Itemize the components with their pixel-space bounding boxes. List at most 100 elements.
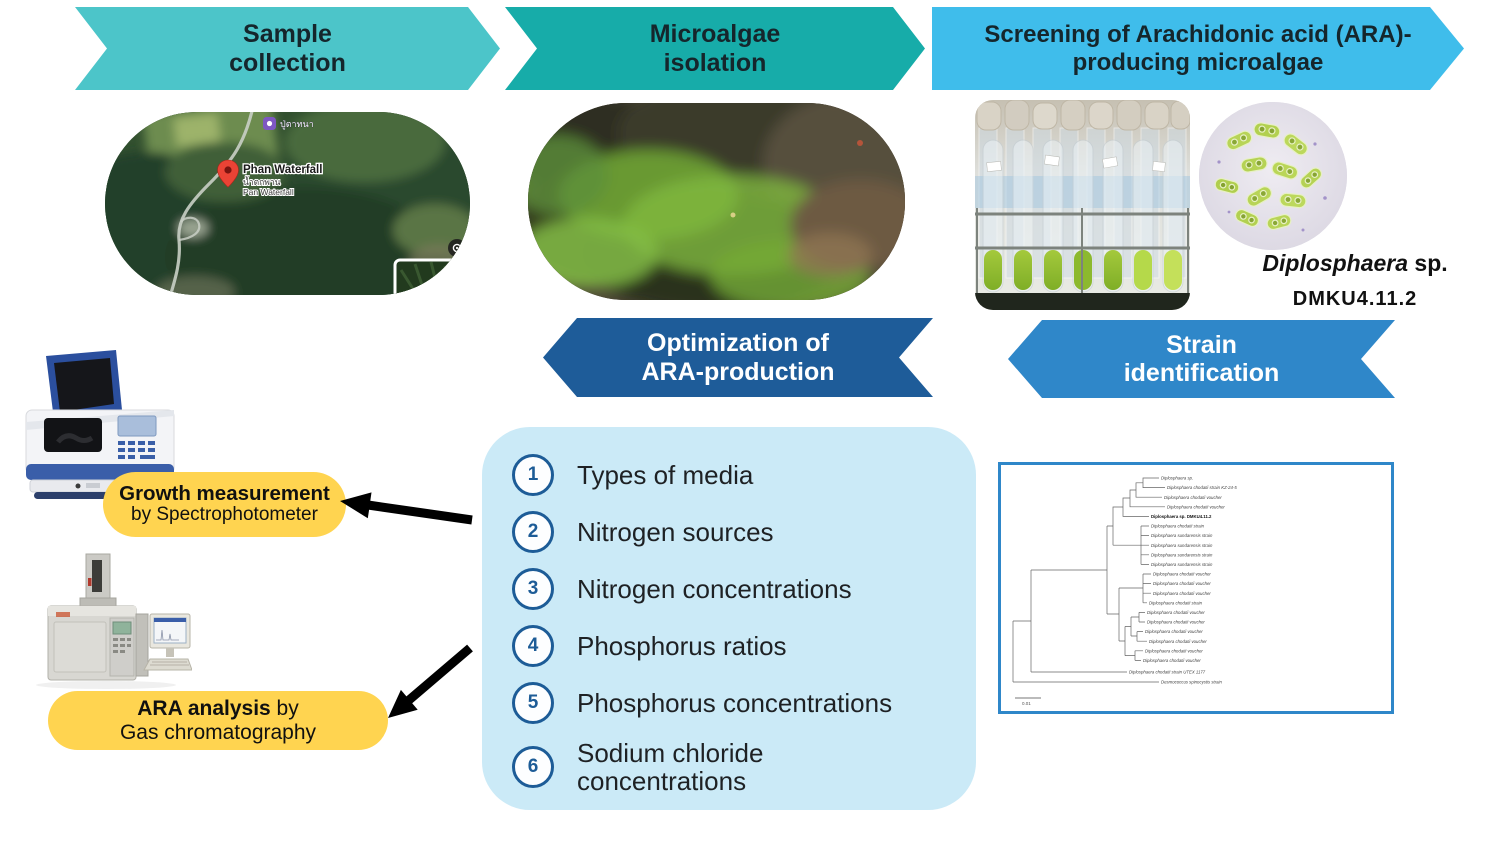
svg-text:Diplosphaera sundarensis strai: Diplosphaera sundarensis strain bbox=[1151, 562, 1213, 567]
explore-360-icon[interactable] bbox=[448, 239, 466, 257]
svg-text:Diplosphaera chodatii voucher: Diplosphaera chodatii voucher bbox=[1153, 591, 1211, 596]
tubes-illustration bbox=[975, 100, 1190, 310]
microscopy-photo bbox=[1199, 102, 1347, 250]
microscopy-illustration bbox=[1199, 102, 1347, 250]
strain-name: Diplosphaera sp. bbox=[1205, 250, 1500, 277]
banner-screening: Screening of Arachidonic acid (ARA)- pro… bbox=[932, 7, 1464, 90]
tree-scale-label: 0.01 bbox=[1022, 701, 1031, 706]
svg-text:Desmococcus spinocystis strain: Desmococcus spinocystis strain bbox=[1161, 680, 1223, 685]
step-label: Nitrogen concentrations bbox=[577, 573, 852, 604]
map-pin-icon[interactable] bbox=[217, 159, 239, 188]
ara-analysis-badge: ARA analysis by Gas chromatography bbox=[48, 691, 388, 750]
svg-text:Diplosphaera chodatii voucher: Diplosphaera chodatii voucher bbox=[1145, 629, 1203, 634]
street-view-thumbnail[interactable]: ⟲ bbox=[393, 258, 461, 295]
step-number-badge: 6 bbox=[512, 746, 554, 789]
svg-text:Diplosphaera chodatii strain U: Diplosphaera chodatii strain UTEX 1177 bbox=[1129, 670, 1206, 675]
debris-specks bbox=[1217, 142, 1327, 232]
gc-keyboard-keys bbox=[150, 661, 189, 666]
svg-text:Diplosphaera sundarensis strai: Diplosphaera sundarensis strain bbox=[1151, 552, 1213, 557]
step-number-badge: 5 bbox=[512, 682, 554, 724]
tree-branches bbox=[1012, 477, 1165, 683]
growth-measurement-title: Growth measurement bbox=[119, 481, 330, 505]
strain-code: DMKU4.11.2 bbox=[1292, 288, 1418, 310]
phylogenetic-tree-panel: Diplosphaera sp. Diplosphaera chodatii s… bbox=[998, 462, 1394, 714]
ara-analysis-method: Gas chromatography bbox=[119, 720, 317, 744]
forest-texture bbox=[105, 112, 470, 295]
step-label: Phosphorus concentrations bbox=[577, 687, 893, 718]
tube-labels bbox=[986, 154, 1166, 172]
svg-text:Diplosphaera chodatii strain K: Diplosphaera chodatii strain KZ-24-5 bbox=[1167, 485, 1237, 490]
svg-text:Diplosphaera chodatii voucher: Diplosphaera chodatii voucher bbox=[1167, 504, 1225, 509]
moss-sample-photo bbox=[528, 103, 905, 300]
list-item: 4 Phosphorus ratios bbox=[512, 625, 956, 667]
optimization-factors-panel: 1 Types of media 2 Nitrogen sources 3 Ni… bbox=[482, 427, 976, 810]
svg-text:Diplosphaera chodatii voucher: Diplosphaera chodatii voucher bbox=[1147, 620, 1205, 625]
list-item: 1 Types of media bbox=[512, 454, 956, 496]
banner-microalgae-isolation: Microalgae isolation bbox=[505, 7, 925, 90]
list-item: 3 Nitrogen concentrations bbox=[512, 568, 956, 610]
step-number-badge: 1 bbox=[512, 454, 554, 496]
list-item: 5 Phosphorus concentrations bbox=[512, 682, 956, 724]
algal-cells bbox=[1214, 122, 1323, 231]
svg-text:Diplosphaera chodatii voucher: Diplosphaera chodatii voucher bbox=[1145, 648, 1203, 653]
map-photo-sampling-site: ปู่ตาทนา Phan Waterfall น้ำตกพาน Pan Wat… bbox=[105, 112, 470, 295]
map-pin-subtitle-thai: น้ำตกพาน bbox=[243, 176, 281, 187]
tree-scale-bar: 0.01 bbox=[1015, 697, 1041, 706]
svg-text:Diplosphaera chodatii voucher: Diplosphaera chodatii voucher bbox=[1149, 639, 1207, 644]
banner-optimization-label: Optimization of ARA-production bbox=[641, 329, 835, 386]
tube-caps bbox=[976, 100, 1190, 131]
strain-genus: Diplosphaera bbox=[1262, 250, 1409, 276]
ara-analysis-title: ARA analysis by bbox=[137, 697, 299, 721]
spectrophotometer-image bbox=[25, 350, 175, 499]
step-number-badge: 4 bbox=[512, 625, 554, 667]
map-poi-label: ปู่ตาทนา bbox=[280, 119, 314, 130]
svg-text:Diplosphaera chodatii voucher: Diplosphaera chodatii voucher bbox=[1153, 581, 1211, 586]
strain-caption: Diplosphaera sp. DMKU4.11.2 bbox=[1205, 250, 1500, 311]
rack-wires bbox=[975, 208, 1190, 295]
svg-text:Diplosphaera sundarensis strai: Diplosphaera sundarensis strain bbox=[1151, 533, 1213, 538]
svg-text:Diplosphaera chodatii voucher: Diplosphaera chodatii voucher bbox=[1153, 572, 1211, 577]
map-road bbox=[168, 112, 254, 295]
banner-optimization: Optimization of ARA-production bbox=[543, 318, 933, 397]
svg-text:Diplosphaera chodatii voucher: Diplosphaera chodatii voucher bbox=[1143, 658, 1201, 663]
list-item: 6 Sodium chloride concentrations bbox=[512, 739, 956, 795]
spectro-keypad bbox=[118, 441, 155, 459]
step-label: Sodium chloride concentrations bbox=[577, 738, 764, 797]
step-number-badge: 3 bbox=[512, 568, 554, 610]
culture-tubes-photo bbox=[975, 100, 1190, 310]
step-label: Phosphorus ratios bbox=[577, 630, 787, 661]
map-illustration: ปู่ตาทนา Phan Waterfall น้ำตกพาน Pan Wat… bbox=[105, 112, 470, 295]
banner-microalgae-isolation-label: Microalgae isolation bbox=[649, 20, 781, 77]
svg-text:Diplosphaera chodatii voucher: Diplosphaera chodatii voucher bbox=[1147, 610, 1205, 615]
svg-text:Diplosphaera sundarensis strai: Diplosphaera sundarensis strain bbox=[1151, 543, 1213, 548]
banner-sample-collection-label: Sample collection bbox=[229, 20, 346, 77]
arrow-to-growth-measurement bbox=[340, 492, 473, 525]
arrow-to-ara-analysis bbox=[388, 644, 473, 718]
banner-sample-collection: Sample collection bbox=[75, 7, 500, 90]
growth-measurement-method: by Spectrophotometer bbox=[131, 504, 318, 526]
tree-tip-dmku: Diplosphaera sp. DMKU4.11.2 bbox=[1151, 514, 1212, 519]
gc-buttons bbox=[113, 638, 131, 653]
svg-text:Diplosphaera chodatii voucher: Diplosphaera chodatii voucher bbox=[1164, 495, 1222, 500]
step-label: Nitrogen sources bbox=[577, 516, 774, 547]
map-pin-title: Phan Waterfall bbox=[243, 164, 322, 176]
phylogenetic-tree: Diplosphaera sp. Diplosphaera chodatii s… bbox=[1012, 476, 1237, 706]
step-number-badge: 2 bbox=[512, 511, 554, 553]
strain-species: sp. bbox=[1408, 250, 1448, 276]
svg-text:⟲: ⟲ bbox=[418, 281, 429, 295]
growth-measurement-badge: Growth measurement by Spectrophotometer bbox=[103, 472, 346, 537]
moss-illustration bbox=[528, 103, 905, 300]
svg-text:Diplosphaera chodatii strain: Diplosphaera chodatii strain bbox=[1151, 524, 1205, 529]
tree-tip-labels: Diplosphaera sp. Diplosphaera chodatii s… bbox=[1129, 476, 1237, 685]
banner-screening-label: Screening of Arachidonic acid (ARA)- pro… bbox=[984, 21, 1412, 76]
svg-text:Diplosphaera chodatii strain: Diplosphaera chodatii strain bbox=[1149, 600, 1203, 605]
map-pin-subtitle-en: Pan Waterfall bbox=[243, 187, 294, 197]
banner-strain-identification-label: Strain identification bbox=[1123, 330, 1280, 387]
gas-chromatograph-image bbox=[36, 553, 192, 689]
svg-text:Diplosphaera sp.: Diplosphaera sp. bbox=[1161, 476, 1193, 481]
map-poi-icon bbox=[263, 117, 276, 130]
banner-strain-identification: Strain identification bbox=[1008, 320, 1395, 398]
list-item: 2 Nitrogen sources bbox=[512, 511, 956, 553]
step-label: Types of media bbox=[577, 459, 754, 490]
